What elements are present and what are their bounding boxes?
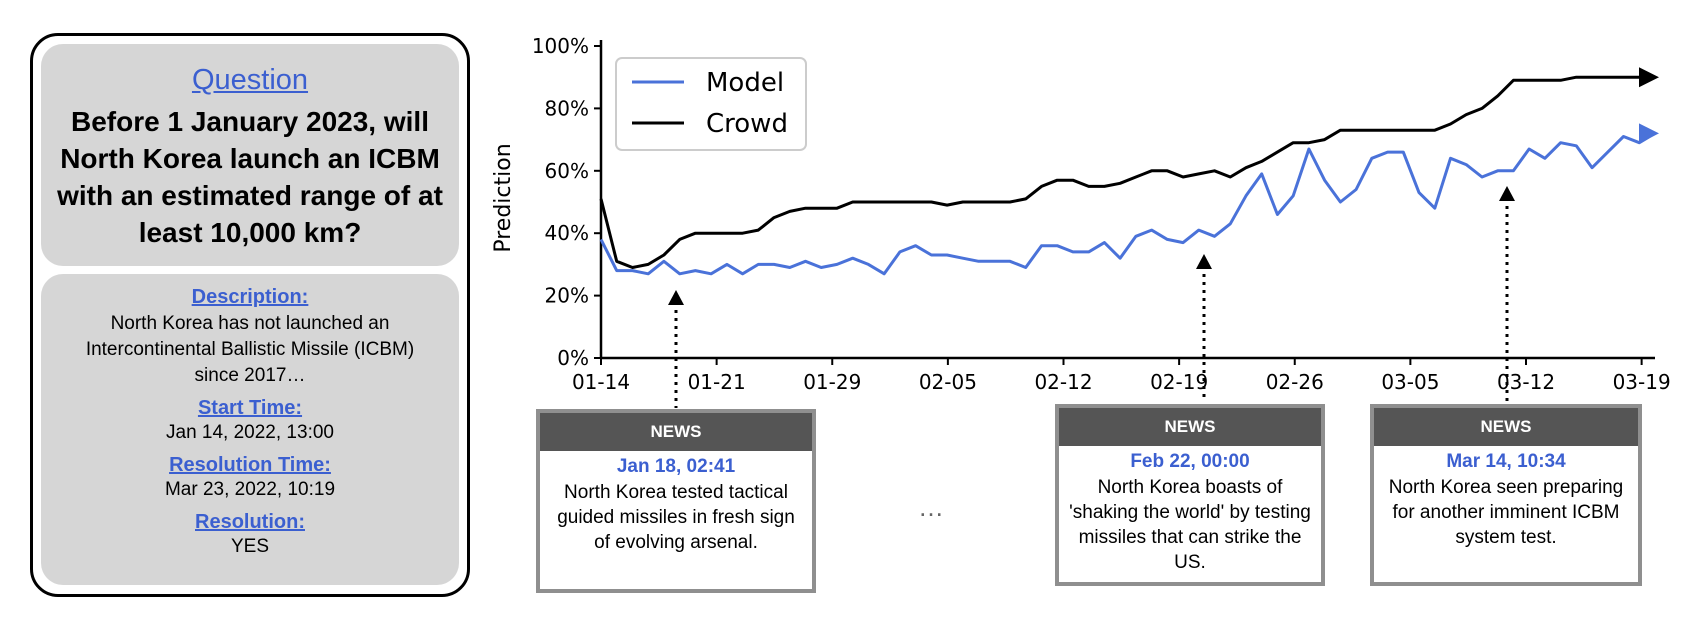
y-tick-label: 100% (532, 34, 589, 58)
x-tick-label: 03-05 (1381, 370, 1439, 394)
news-date: Feb 22, 00:00 (1130, 451, 1250, 472)
y-tick-label: 20% (545, 284, 589, 308)
x-tick-label: 03-12 (1497, 370, 1555, 394)
x-tick-label: 02-05 (919, 370, 977, 394)
question-heading: Question (191, 64, 309, 96)
description-text: North Korea has not launched an Intercon… (85, 313, 415, 386)
y-tick-label: 40% (545, 221, 589, 245)
news-arrow-head-1 (668, 290, 684, 305)
x-tick-label: 01-14 (572, 370, 630, 394)
model-series-arrow (1639, 123, 1659, 144)
y-axis-label: Prediction (491, 143, 516, 252)
x-tick-label: 01-21 (688, 370, 746, 394)
resolution-time-value: Mar 23, 2022, 10:19 (164, 479, 336, 500)
question-box: Question Before 1 January 2023, will Nor… (41, 44, 459, 266)
news-date: Mar 14, 10:34 (1446, 451, 1566, 472)
x-tick-label: 02-19 (1150, 370, 1208, 394)
news-card-1: NEWS Jan 18, 02:41 North Korea tested ta… (536, 409, 816, 593)
crowd-series-line (599, 75, 1655, 269)
x-tick-label: 01-29 (803, 370, 861, 394)
resolution-label: Resolution: (195, 511, 305, 533)
question-panel: Question Before 1 January 2023, will Nor… (30, 33, 470, 597)
crowd-series-arrow (1639, 67, 1659, 88)
news-text: North Korea seen preparing for another i… (1388, 477, 1624, 548)
y-tick-label: 60% (545, 159, 589, 183)
chart-legend: Model Crowd (615, 57, 807, 151)
news-card-3: NEWS Mar 14, 10:34 North Korea seen prep… (1370, 404, 1642, 586)
legend-model-label: Model (706, 68, 784, 98)
news-header: NEWS (1374, 408, 1638, 446)
legend-crowd-label: Crowd (706, 109, 788, 139)
x-tick-label: 02-12 (1034, 370, 1092, 394)
y-tick-label: 80% (545, 96, 589, 120)
x-tick-label: 02-26 (1266, 370, 1324, 394)
start-time-value: Jan 14, 2022, 13:00 (166, 422, 334, 443)
news-header: NEWS (1059, 408, 1321, 446)
ellipsis: … (918, 492, 944, 522)
news-header: NEWS (540, 413, 812, 451)
model-series-line (599, 132, 1656, 276)
y-tick-label: 0% (557, 346, 589, 370)
news-card-2: NEWS Feb 22, 00:00 North Korea boasts of… (1055, 404, 1325, 586)
start-time-label: Start Time: (197, 397, 303, 419)
news-arrow-head-2 (1196, 254, 1212, 269)
news-text: North Korea boasts of 'shaking the world… (1069, 477, 1311, 573)
description-label: Description: (191, 286, 309, 308)
axes-layer: 0% 20% 40% 60% 80% 100% 01-14 01-21 01-29 02-05 02… (532, 34, 1671, 394)
news-text: North Korea tested tactical guided missi… (557, 482, 795, 553)
details-box: Description: North Korea has not launche… (41, 274, 459, 585)
resolution-value: YES (230, 536, 270, 557)
x-tick-label: 03-19 (1613, 370, 1671, 394)
annotation-layer (668, 186, 1515, 408)
series-layer (599, 67, 1659, 276)
news-date: Jan 18, 02:41 (616, 456, 736, 477)
resolution-time-label: Resolution Time: (169, 454, 331, 476)
news-arrow-head-3 (1499, 186, 1515, 201)
question-text: Before 1 January 2023, will North Korea … (57, 106, 443, 248)
